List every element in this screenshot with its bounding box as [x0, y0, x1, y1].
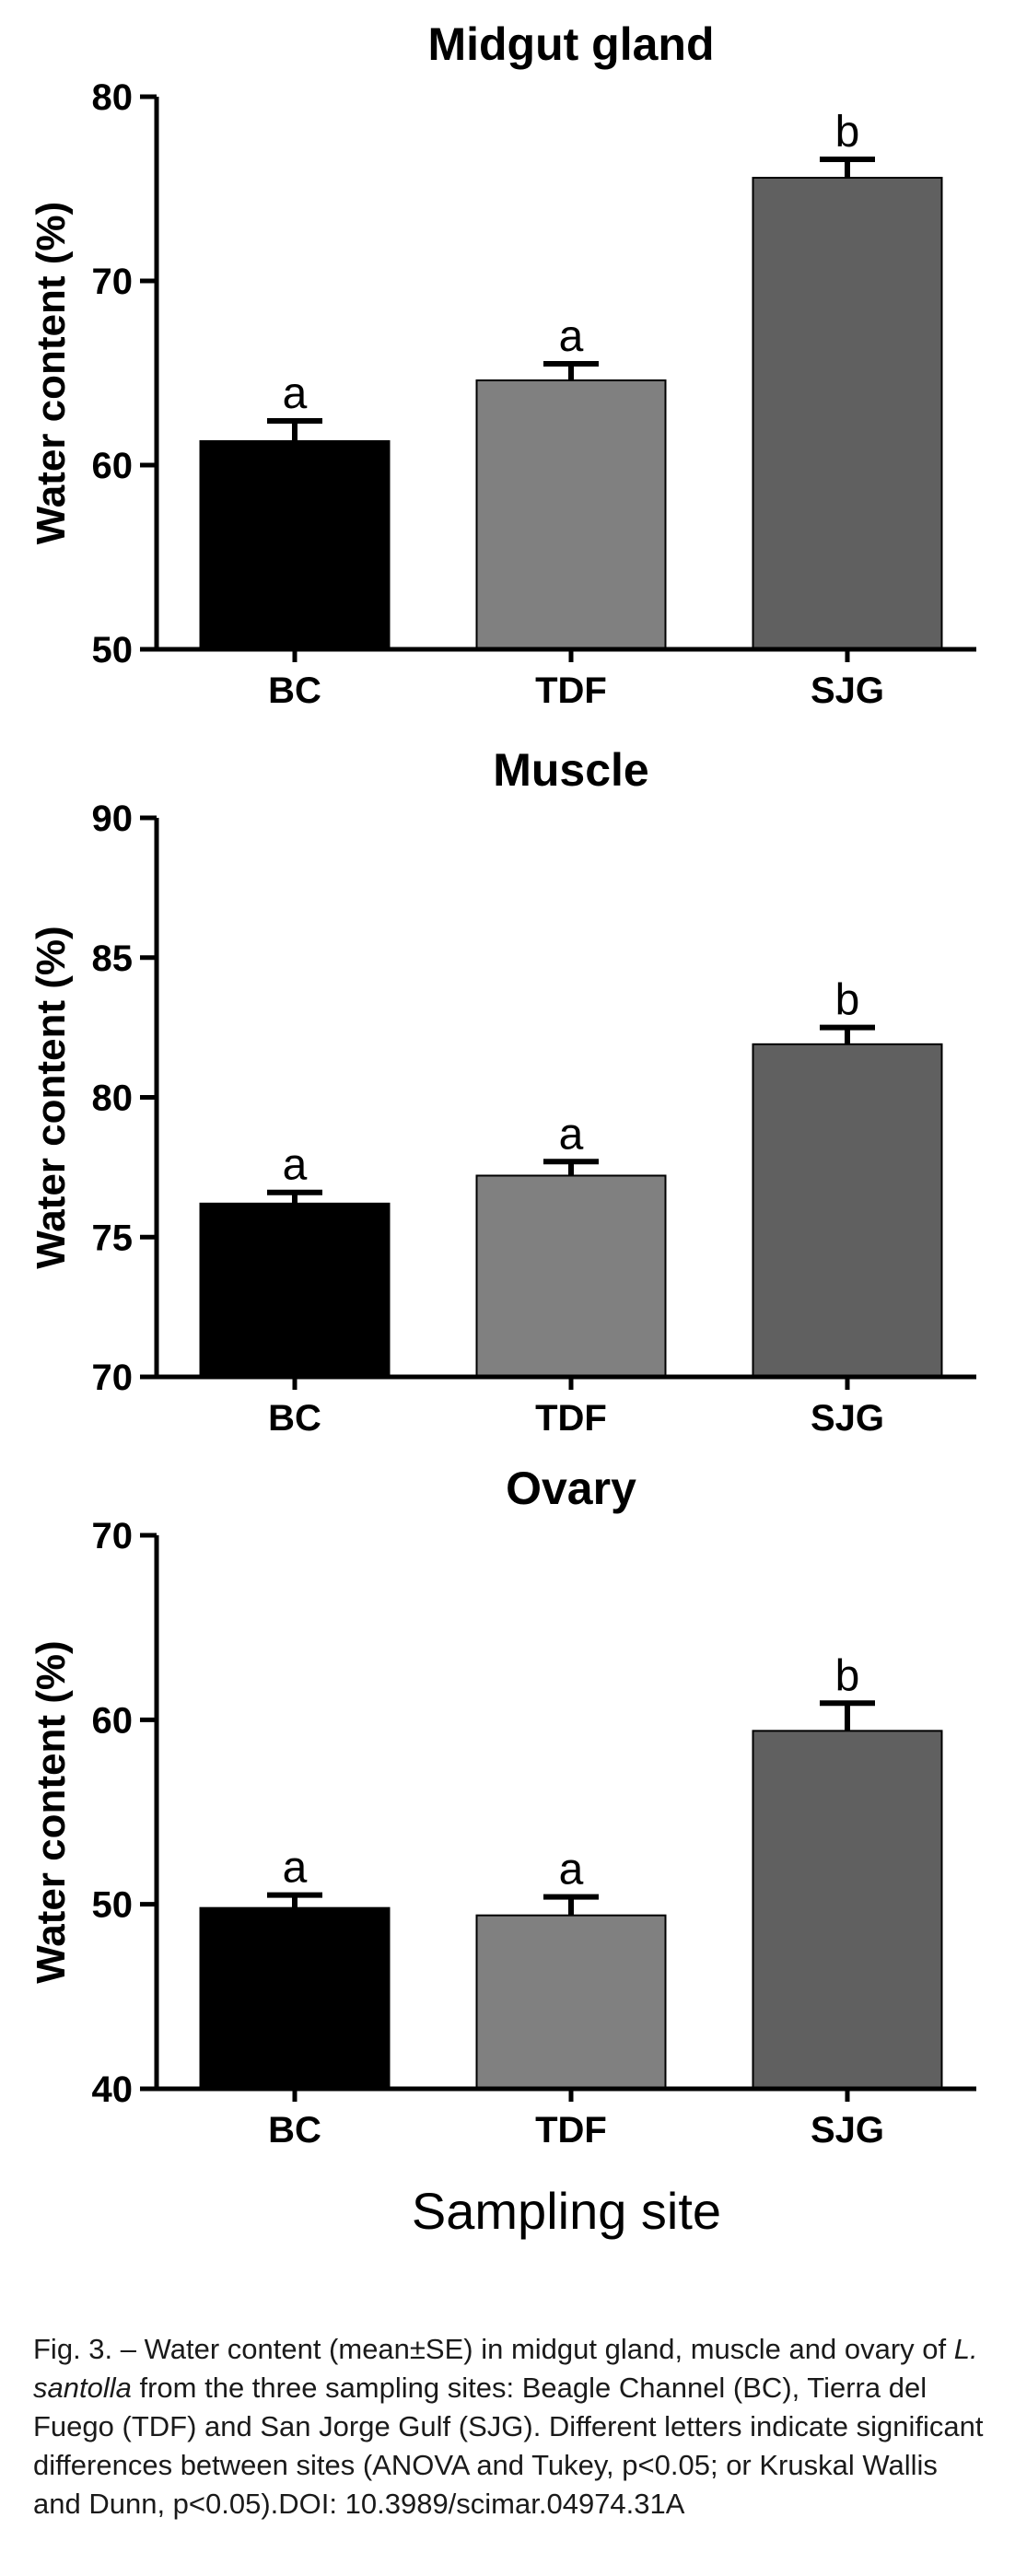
caption-suffix: from the three sampling sites: Beagle Ch… — [33, 2372, 984, 2520]
figure-caption: Fig. 3. – Water content (mean±SE) in mid… — [33, 2330, 991, 2524]
significance-label: b — [835, 108, 860, 157]
significance-label: a — [283, 1141, 308, 1190]
x-axis-label: Sampling site — [412, 2182, 721, 2240]
y-tick-label: 75 — [92, 1218, 134, 1258]
y-tick-label: 50 — [92, 630, 134, 670]
x-tick-label: BC — [268, 670, 321, 711]
figure: Midgut gland Water content (%) a BC a TDF b SJG… — [29, 18, 976, 2240]
y-tick-label: 70 — [92, 262, 134, 302]
y-axis-label: Water content (%) — [29, 926, 74, 1268]
bar — [199, 1202, 391, 1378]
y-axis-label: Water content (%) — [29, 202, 74, 544]
significance-label: a — [283, 1844, 308, 1893]
bar — [199, 1906, 391, 2090]
bar — [752, 177, 943, 650]
panel-title: Midgut gland — [427, 18, 714, 70]
panel-title: Ovary — [506, 1463, 636, 1514]
y-axis-label: Water content (%) — [29, 1640, 74, 1983]
x-tick-label: BC — [268, 2110, 321, 2151]
y-tick-label: 80 — [92, 77, 134, 118]
significance-label: b — [835, 1651, 860, 1700]
x-tick-label: SJG — [811, 2110, 884, 2151]
y-tick-label: 50 — [92, 1885, 134, 1926]
bar — [199, 440, 391, 650]
x-tick-label: BC — [268, 1398, 321, 1439]
y-tick-label: 70 — [92, 1516, 134, 1556]
y-tick-label: 85 — [92, 938, 134, 979]
y-tick-label: 80 — [92, 1078, 134, 1119]
bar — [475, 1914, 667, 2091]
significance-label: a — [559, 1846, 584, 1894]
bar — [752, 1730, 943, 2091]
caption-prefix: Fig. 3. – Water content (mean±SE) in mid… — [33, 2333, 954, 2365]
x-tick-label: TDF — [535, 1398, 607, 1439]
significance-label: a — [283, 369, 308, 418]
significance-label: b — [835, 976, 860, 1025]
y-tick-label: 60 — [92, 1700, 134, 1741]
y-tick-label: 90 — [92, 798, 134, 839]
bar — [475, 1174, 667, 1378]
x-tick-label: TDF — [535, 670, 607, 711]
bar — [752, 1043, 943, 1378]
x-tick-label: TDF — [535, 2110, 607, 2151]
x-tick-label: SJG — [811, 1398, 884, 1439]
bar — [475, 379, 667, 650]
y-tick-label: 70 — [92, 1358, 134, 1398]
caption-species: L. santolla — [33, 2333, 978, 2404]
y-tick-label: 40 — [92, 2069, 134, 2110]
y-tick-label: 60 — [92, 446, 134, 486]
x-tick-label: SJG — [811, 670, 884, 711]
significance-label: a — [559, 312, 584, 361]
significance-label: a — [559, 1110, 584, 1159]
panel-title: Muscle — [493, 744, 649, 796]
